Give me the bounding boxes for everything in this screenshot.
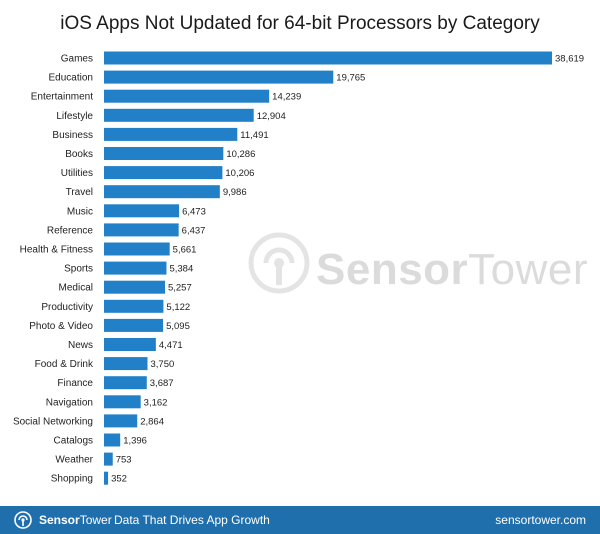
data-label: 5,095 [166, 321, 190, 332]
footer-brand-bold: Sensor [39, 513, 80, 527]
bar [104, 223, 179, 237]
category-label: Sports [64, 264, 93, 275]
data-label: 5,257 [168, 283, 192, 294]
bar [104, 280, 165, 294]
footer-brand: SensorTower [39, 513, 112, 527]
bar [104, 166, 223, 180]
data-label: 5,661 [173, 245, 197, 256]
category-label: Lifestyle [56, 111, 93, 122]
sensortower-logo-icon [14, 511, 32, 529]
bar [104, 433, 121, 447]
data-label: 352 [111, 474, 127, 485]
category-label: Photo & Video [29, 321, 93, 332]
bar [104, 147, 224, 160]
category-label: Weather [55, 455, 93, 466]
data-label: 11,491 [240, 130, 268, 141]
data-label: 3,750 [151, 359, 175, 370]
sensortower-watermark-icon [248, 232, 310, 294]
category-label: Medical [59, 283, 93, 294]
bar [104, 204, 180, 218]
data-label: 753 [116, 455, 132, 466]
data-label: 6,473 [182, 206, 206, 217]
bar [104, 471, 109, 485]
bar [104, 242, 170, 256]
bar [104, 414, 138, 428]
category-label: Music [67, 206, 93, 217]
data-label: 3,162 [144, 397, 168, 408]
watermark-brand-bold: Sensor [316, 245, 469, 294]
category-label: Productivity [41, 302, 93, 313]
category-label: Food & Drink [35, 359, 94, 370]
category-label: News [68, 340, 93, 351]
category-label: Social Networking [13, 416, 93, 427]
bar [104, 89, 270, 103]
sensortower-watermark: SensorTower [316, 245, 588, 295]
data-label: 1,396 [123, 436, 147, 447]
category-label: Shopping [51, 474, 93, 485]
bar [104, 452, 113, 466]
bar [104, 376, 147, 390]
data-label: 19,765 [336, 73, 365, 84]
bar [104, 395, 141, 409]
watermark-brand-light: Tower [468, 245, 589, 294]
data-label: 2,864 [140, 416, 164, 427]
footer-brand-light: Tower [79, 513, 112, 527]
footer-bar: SensorTower Data That Drives App Growth … [0, 506, 600, 534]
category-label: Travel [66, 187, 93, 198]
data-label: 12,904 [257, 111, 286, 122]
data-label: 10,286 [226, 149, 255, 160]
category-label: Catalogs [54, 436, 93, 447]
category-label: Entertainment [31, 92, 93, 103]
bar [104, 51, 552, 65]
category-label: Education [49, 73, 93, 84]
category-label: Reference [47, 225, 94, 236]
category-label: Books [65, 149, 93, 160]
category-label: Health & Fitness [20, 245, 93, 256]
data-label: 4,471 [159, 340, 183, 351]
bar [104, 70, 334, 84]
bar [104, 108, 254, 122]
data-label: 3,687 [150, 378, 174, 389]
data-label: 5,384 [169, 264, 193, 275]
footer-url[interactable]: sensortower.com [495, 513, 586, 527]
bar [104, 299, 164, 313]
category-label: Business [52, 130, 93, 141]
chart-title: iOS Apps Not Updated for 64-bit Processo… [60, 13, 540, 34]
data-label: 6,437 [182, 225, 206, 236]
data-label: 14,239 [272, 92, 301, 103]
category-label: Games [61, 54, 93, 65]
bar-chart: Games 38,619 Education 19,765 Entertainment 1… [13, 51, 584, 485]
bar [104, 185, 220, 199]
footer-tagline: Data That Drives App Growth [114, 513, 270, 527]
bar [104, 318, 164, 332]
data-label: 10,206 [225, 168, 254, 179]
bar [104, 338, 156, 351]
data-label: 38,619 [555, 54, 584, 65]
category-label: Navigation [46, 397, 93, 408]
bar [104, 261, 167, 275]
bar [104, 127, 238, 141]
bar [104, 357, 148, 371]
data-label: 9,986 [223, 187, 247, 198]
category-label: Utilities [61, 168, 93, 179]
category-label: Finance [57, 378, 93, 389]
data-label: 5,122 [166, 302, 190, 313]
